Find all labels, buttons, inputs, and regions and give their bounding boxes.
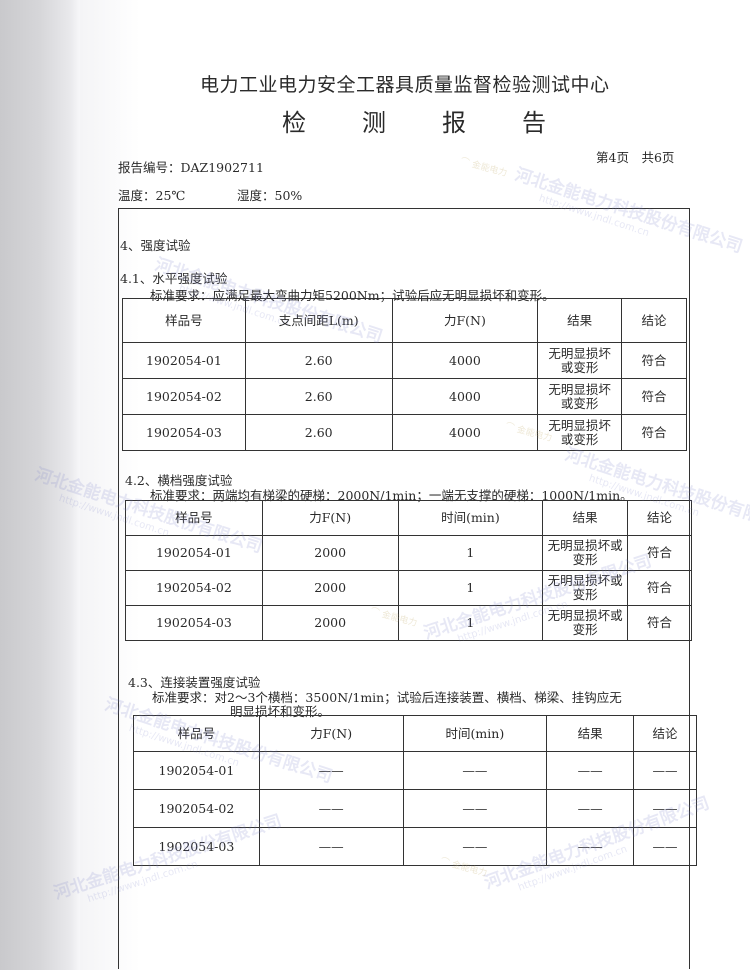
column-header: 支点间距L(m) xyxy=(244,298,393,343)
cell: 4000 xyxy=(391,414,539,451)
table-row: 1902054-01 2.60 4000 无明显损坏或变形 符合 xyxy=(122,342,687,379)
cell: 2000 xyxy=(261,535,399,571)
column-header: 样品号 xyxy=(125,500,263,536)
cell: 1 xyxy=(397,535,544,571)
table-header-row: 样品号 力F(N) 时间(min) 结果 结论 xyxy=(133,715,697,752)
s43-table: 样品号 力F(N) 时间(min) 结果 结论 1902054-01 —— —— —— —— 1… xyxy=(133,715,697,866)
table-row: 1902054-01 2000 1 无明显损坏或变形 符合 xyxy=(125,535,692,571)
column-header: 结果 xyxy=(537,298,623,343)
scan-edge xyxy=(0,0,80,970)
table-row: 1902054-02 —— —— —— —— xyxy=(133,789,697,828)
cell: 无明显损坏或变形 xyxy=(537,342,623,379)
cell: 符合 xyxy=(621,414,687,451)
cell: 2.60 xyxy=(244,378,393,415)
cell: 1902054-02 xyxy=(133,789,260,828)
org-title: 电力工业电力安全工器具质量监督检验测试中心 xyxy=(200,74,610,96)
cell: —— xyxy=(633,827,697,866)
cell: —— xyxy=(258,751,404,790)
cell: 1902054-02 xyxy=(122,378,246,415)
cell: —— xyxy=(258,827,404,866)
s41-table: 样品号 支点间距L(m) 力F(N) 结果 结论 1902054-01 2.60 4000 无… xyxy=(122,298,687,451)
cell: 2000 xyxy=(261,570,399,606)
table-row: 1902054-03 2000 1 无明显损坏或变形 符合 xyxy=(125,605,692,641)
page-info: 第4页 共6页 xyxy=(596,150,675,165)
s42-requirement: 标准要求：两端均有梯梁的硬梯：2000N/1min；一端无支撑的硬梯：1000N… xyxy=(150,488,633,503)
table-row: 1902054-03 —— —— —— —— xyxy=(133,827,697,866)
section-title: 4、强度试验 xyxy=(120,238,191,253)
title-char: 报 xyxy=(442,109,466,137)
column-header: 时间(min) xyxy=(397,500,544,536)
cell: 符合 xyxy=(627,535,692,571)
cell: 2.60 xyxy=(244,342,393,379)
cell: —— xyxy=(633,751,697,790)
cell: 1 xyxy=(397,605,544,641)
table-header-row: 样品号 支点间距L(m) 力F(N) 结果 结论 xyxy=(122,298,687,343)
s42-table: 样品号 力F(N) 时间(min) 结果 结论 1902054-01 2000 1 无明显损坏… xyxy=(125,500,692,641)
s43-requirement-1: 标准要求：对2～3个横档：3500N/1min；试验后连接装置、横档、梯梁、挂钩… xyxy=(152,690,622,705)
s43-title: 4.3、连接装置强度试验 xyxy=(128,675,261,690)
title-char: 告 xyxy=(522,109,546,137)
column-header: 结论 xyxy=(627,500,692,536)
table-row: 1902054-02 2.60 4000 无明显损坏或变形 符合 xyxy=(122,378,687,415)
temperature: 温度：25℃ xyxy=(118,188,186,203)
cell: 1902054-03 xyxy=(125,605,263,641)
cell: 符合 xyxy=(627,605,692,641)
cell: —— xyxy=(546,751,635,790)
cell: 1902054-01 xyxy=(125,535,263,571)
cell: —— xyxy=(402,751,548,790)
cell: 符合 xyxy=(621,378,687,415)
cell: 符合 xyxy=(621,342,687,379)
table-row: 1902054-01 —— —— —— —— xyxy=(133,751,697,790)
cell: —— xyxy=(546,789,635,828)
column-header: 结果 xyxy=(542,500,629,536)
report-number: 报告编号：DAZ1902711 xyxy=(118,160,264,175)
cell: 1902054-03 xyxy=(122,414,246,451)
cell: 无明显损坏或变形 xyxy=(537,378,623,415)
cell: 无明显损坏或变形 xyxy=(542,535,629,571)
cell: 1902054-02 xyxy=(125,570,263,606)
cell: 符合 xyxy=(627,570,692,606)
cell: 1902054-01 xyxy=(133,751,260,790)
s41-title: 4.1、水平强度试验 xyxy=(120,271,228,286)
cell: 1 xyxy=(397,570,544,606)
cell: 无明显损坏或变形 xyxy=(542,570,629,606)
table-header-row: 样品号 力F(N) 时间(min) 结果 结论 xyxy=(125,500,692,536)
s42-title: 4.2、横档强度试验 xyxy=(125,473,233,488)
column-header: 结论 xyxy=(633,715,697,752)
table-row: 1902054-03 2.60 4000 无明显损坏或变形 符合 xyxy=(122,414,687,451)
humidity: 湿度：50% xyxy=(237,188,303,203)
column-header: 结论 xyxy=(621,298,687,343)
cell: —— xyxy=(402,789,548,828)
cell: —— xyxy=(402,827,548,866)
cell: 1902054-03 xyxy=(133,827,260,866)
cell: —— xyxy=(633,789,697,828)
cell: 4000 xyxy=(391,378,539,415)
cell: —— xyxy=(258,789,404,828)
cell: 2000 xyxy=(261,605,399,641)
table-row: 1902054-02 2000 1 无明显损坏或变形 符合 xyxy=(125,570,692,606)
cell: 无明显损坏或变形 xyxy=(542,605,629,641)
column-header: 时间(min) xyxy=(402,715,548,752)
cell: —— xyxy=(546,827,635,866)
cell: 2.60 xyxy=(244,414,393,451)
column-header: 结果 xyxy=(546,715,635,752)
column-header: 力F(N) xyxy=(391,298,539,343)
title-char: 检 xyxy=(282,109,306,137)
column-header: 样品号 xyxy=(122,298,246,343)
column-header: 力F(N) xyxy=(261,500,399,536)
cell: 4000 xyxy=(391,342,539,379)
title-char: 测 xyxy=(362,109,386,137)
column-header: 力F(N) xyxy=(258,715,404,752)
cell: 1902054-01 xyxy=(122,342,246,379)
column-header: 样品号 xyxy=(133,715,260,752)
report-title: 检测报告 xyxy=(282,103,602,138)
